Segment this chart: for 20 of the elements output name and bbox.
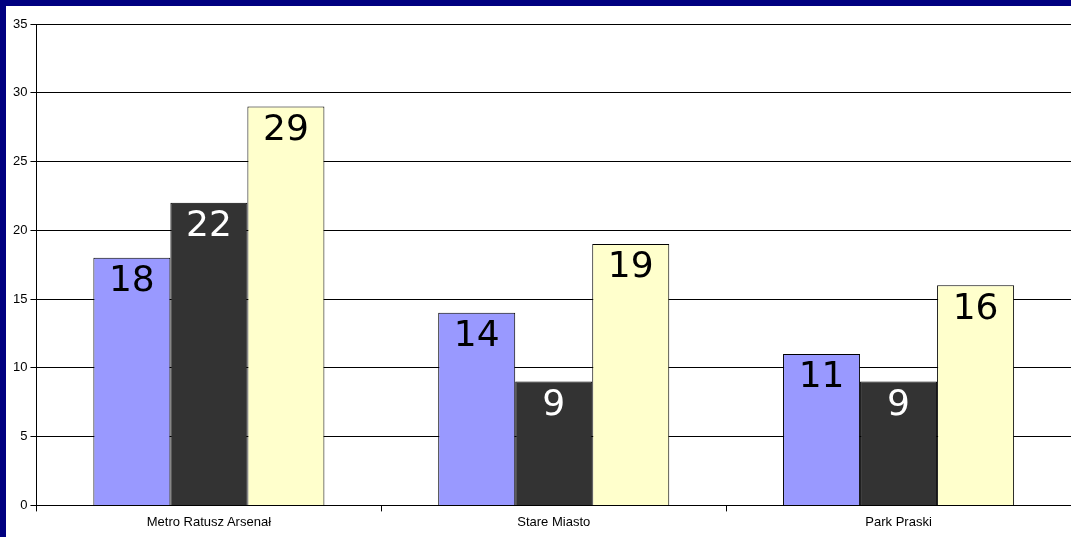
data-label: 14 bbox=[453, 313, 500, 355]
y-tick-label: 25 bbox=[12, 153, 28, 169]
y-tick-label: 15 bbox=[12, 290, 28, 306]
data-label: 16 bbox=[952, 285, 999, 327]
x-tick-label: Metro Ratusz Arsenał bbox=[146, 513, 272, 529]
data-label: 9 bbox=[887, 381, 911, 423]
x-tick-label: Stare Miasto bbox=[517, 513, 591, 529]
data-label: 22 bbox=[185, 203, 232, 245]
y-tick-label: 30 bbox=[12, 84, 28, 100]
y-tick-label: 5 bbox=[20, 428, 28, 444]
data-label: 19 bbox=[607, 244, 654, 286]
data-label: 9 bbox=[542, 381, 566, 423]
x-tick-label: Park Praski bbox=[865, 513, 932, 529]
y-tick-label: 35 bbox=[12, 15, 28, 31]
data-label: 29 bbox=[262, 106, 309, 148]
y-tick-label: 0 bbox=[20, 496, 28, 512]
y-tick-label: 20 bbox=[12, 221, 28, 237]
data-label: 18 bbox=[108, 258, 155, 300]
y-tick-label: 10 bbox=[12, 359, 28, 375]
data-label: 11 bbox=[798, 354, 845, 396]
